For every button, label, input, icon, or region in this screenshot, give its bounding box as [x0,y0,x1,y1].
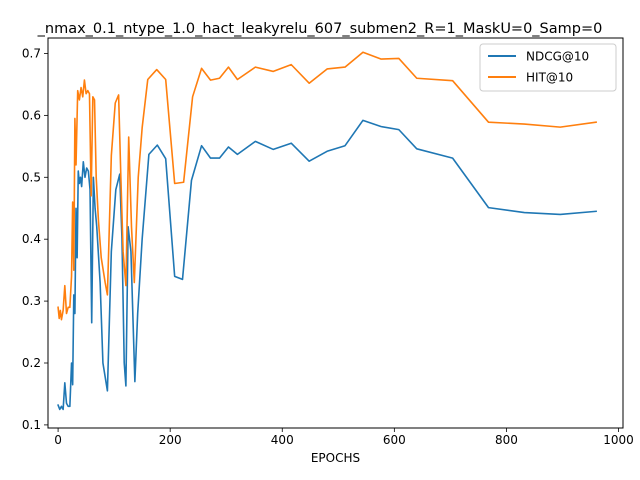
y-tick-label: 0.4 [22,232,41,246]
series-line-hit-10 [57,51,598,321]
legend-label-ndcg: NDCG@10 [526,50,589,64]
plot-frame [47,37,624,429]
series-layer [57,51,598,411]
y-axis-ticks: 0.1 0.2 0.3 0.4 0.5 0.6 0.7 [22,46,48,432]
x-tick-label: 600 [383,433,406,447]
legend: NDCG@10 HIT@10 [479,43,617,92]
x-tick-label: 0 [54,433,62,447]
x-tick-label: 800 [495,433,518,447]
chart-title: _nmax_0.1_ntype_1.0_hact_leakyrelu_607_s… [37,21,603,37]
y-tick-label: 0.2 [22,356,41,370]
y-tick-label: 0.5 [22,170,41,184]
x-tick-label: 200 [159,433,182,447]
y-tick-label: 0.3 [22,294,41,308]
legend-label-hit: HIT@10 [526,71,573,85]
plot-area [48,38,623,428]
x-axis-label: EPOCHS [311,451,360,465]
y-tick-label: 0.7 [22,46,41,60]
x-axis-ticks: 0 200 400 600 800 1000 [54,428,634,447]
y-tick-label: 0.1 [22,418,41,432]
x-tick-label: 400 [271,433,294,447]
y-tick-label: 0.6 [22,108,41,122]
x-tick-label: 1000 [603,433,634,447]
